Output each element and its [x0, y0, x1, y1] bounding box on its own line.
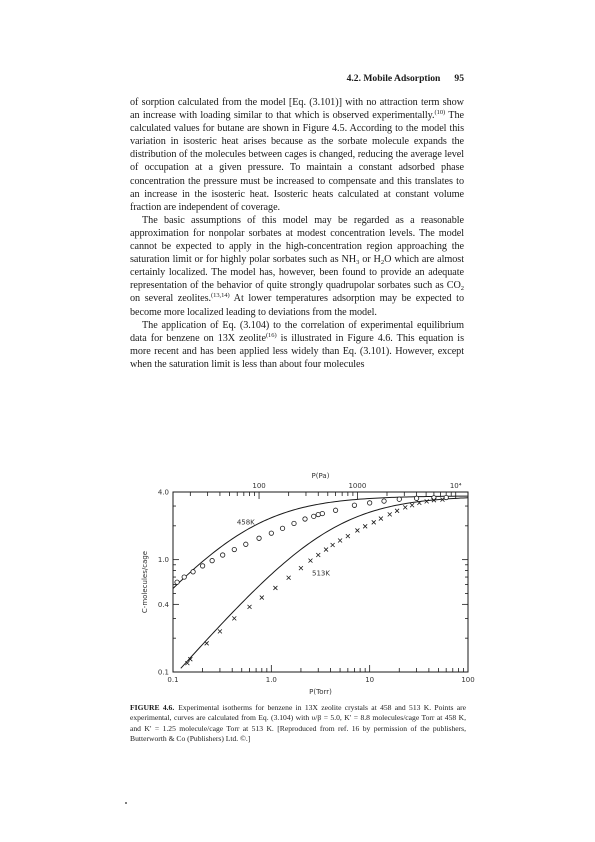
data-point-513k	[315, 552, 321, 558]
figure-caption: FIGURE 4.6. Experimental isotherms for be…	[130, 703, 466, 745]
y-tick-label: 0.4	[158, 601, 170, 609]
data-point-458k	[268, 530, 274, 536]
data-point-458k	[256, 535, 262, 541]
data-point-513k	[298, 565, 304, 571]
data-point-513k	[330, 542, 335, 548]
page-number: 95	[454, 73, 464, 84]
x-tick-label: 100	[461, 676, 474, 684]
data-point-458k	[174, 579, 180, 585]
top-tick-label: 100	[252, 482, 265, 490]
data-point-513k	[337, 538, 343, 543]
data-point-513k	[185, 660, 190, 666]
data-point-513k	[409, 502, 415, 508]
caption-label: FIGURE 4.6.	[130, 703, 175, 712]
data-point-513k	[217, 629, 223, 634]
data-point-458k	[200, 563, 206, 569]
data-point-513k	[371, 520, 377, 525]
data-point-513k	[308, 558, 313, 563]
citation: (13,14)	[211, 292, 230, 300]
data-point-513k	[232, 616, 237, 621]
data-point-458k	[231, 546, 237, 553]
series-label-458k: 458K	[237, 519, 255, 527]
isotherm-figure: 0.1 1.0 10 100 100 1000 10⁴ 0.1 0.4 1.0 4.0 P(Torr)…	[130, 462, 475, 702]
data-point-513k	[431, 497, 437, 503]
top-tick-label: 1000	[348, 482, 366, 490]
data-point-458k	[279, 525, 286, 531]
data-point-458k	[443, 494, 449, 501]
series-label-513k: 513K	[312, 570, 330, 578]
paragraph-3: The application of Eq. (3.104) to the co…	[130, 319, 464, 370]
citation: (10)	[434, 109, 446, 117]
data-point-513k	[259, 595, 265, 600]
data-point-513k	[188, 656, 193, 662]
x-tick-label: 1.0	[266, 676, 277, 684]
data-point-458k	[381, 498, 387, 504]
data-point-513k	[204, 641, 209, 646]
data-point-513k	[378, 516, 384, 521]
data-point-458k	[396, 496, 402, 502]
x-tick-label: 10	[365, 676, 374, 684]
data-point-513k	[247, 604, 252, 610]
y-tick-label: 1.0	[158, 556, 169, 564]
data-point-458k	[311, 513, 317, 519]
data-point-513k	[345, 533, 351, 539]
caption-text: Experimental isotherms for benzene in 13…	[130, 703, 466, 744]
data-point-513k	[273, 585, 278, 591]
data-point-458k	[209, 558, 215, 564]
stray-mark	[125, 802, 127, 804]
data-point-513k	[402, 505, 408, 510]
isotherm-curve-513k	[180, 497, 469, 669]
x-axis-label: P(Torr)	[309, 688, 332, 696]
data-point-458k	[291, 520, 297, 527]
data-point-458k	[220, 552, 226, 558]
top-axis-label: P(Pa)	[312, 472, 330, 480]
y-tick-label: 0.1	[158, 669, 169, 677]
y-tick-label: 4.0	[158, 489, 169, 497]
data-point-513k	[286, 575, 291, 581]
data-point-458k	[332, 507, 339, 513]
top-tick-label: 10⁴	[450, 482, 462, 490]
plot-frame	[172, 491, 469, 673]
data-point-458k	[302, 516, 308, 522]
data-point-458k	[181, 574, 187, 580]
paragraph-2: The basic assumptions of this model may …	[130, 214, 464, 318]
running-header: 4.2. Mobile Adsorption 95	[130, 73, 464, 84]
data-point-513k	[323, 547, 329, 552]
paragraph-1: of sorption calculated from the model [E…	[130, 97, 464, 213]
isotherm-curve-458k	[172, 495, 469, 589]
data-point-513k	[362, 524, 368, 529]
y-axis-label: C-molecules/cage	[141, 551, 149, 613]
data-point-458k	[367, 500, 373, 506]
data-point-458k	[190, 569, 196, 575]
data-point-458k	[413, 495, 420, 501]
data-point-458k	[351, 502, 358, 508]
data-point-458k	[243, 541, 249, 547]
data-point-458k	[319, 510, 325, 517]
data-point-513k	[394, 508, 400, 514]
data-point-513k	[440, 497, 445, 502]
body-text: of sorption calculated from the model [E…	[130, 96, 464, 371]
x-tick-label: 0.1	[167, 676, 178, 684]
data-point-513k	[424, 499, 429, 504]
data-point-458k	[431, 495, 437, 501]
data-point-513k	[417, 500, 422, 506]
data-point-513k	[355, 528, 360, 533]
citation: (16)	[265, 331, 277, 339]
isotherm-chart: 0.1 1.0 10 100 100 1000 10⁴ 0.1 0.4 1.0 4.0 P(Torr)…	[141, 472, 475, 696]
data-point-513k	[387, 512, 393, 517]
section-title: 4.2. Mobile Adsorption	[346, 73, 441, 84]
